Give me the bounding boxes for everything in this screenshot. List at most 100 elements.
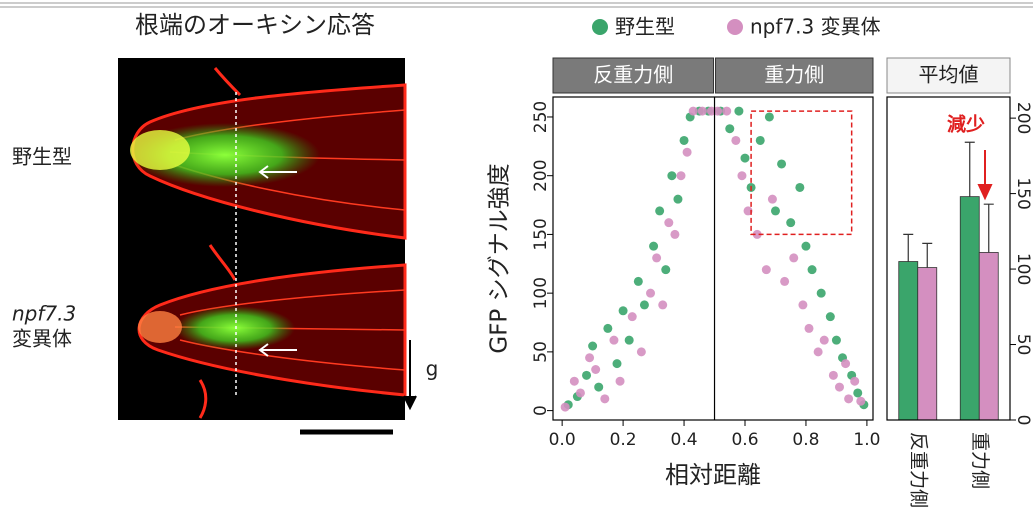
- row-label: 変異体: [12, 327, 72, 351]
- point: [594, 382, 604, 392]
- point: [734, 106, 744, 116]
- y-tick-label: 50: [531, 341, 551, 363]
- point: [609, 335, 619, 345]
- arrow: [258, 343, 297, 357]
- facet-strip: [552, 57, 715, 94]
- facet-label: 反重力側: [593, 63, 673, 87]
- point: [624, 335, 634, 345]
- row-label: 野生型: [12, 145, 72, 169]
- point: [600, 394, 610, 404]
- point: [585, 353, 595, 363]
- facet-label: 重力側: [764, 63, 824, 87]
- y-tick-label: 200: [531, 159, 551, 191]
- point: [819, 335, 829, 345]
- point: [752, 229, 762, 239]
- bar: [959, 196, 980, 421]
- root-tip: [130, 130, 190, 170]
- x-tick-label: 0.6: [731, 430, 758, 450]
- point: [569, 376, 579, 386]
- point: [725, 124, 735, 134]
- point: [825, 312, 835, 322]
- point: [615, 376, 625, 386]
- point: [844, 394, 854, 404]
- y-tick-label: 0: [1013, 415, 1033, 426]
- point: [761, 265, 771, 275]
- point: [777, 159, 787, 169]
- panel-title: 平均値: [919, 63, 979, 87]
- point: [731, 135, 741, 145]
- point: [636, 347, 646, 357]
- point: [676, 171, 686, 181]
- point: [856, 396, 866, 406]
- point: [767, 194, 777, 204]
- point: [780, 276, 790, 286]
- point: [801, 241, 811, 251]
- point: [789, 253, 799, 263]
- point: [713, 106, 723, 116]
- point: [764, 112, 774, 122]
- root-tip: [138, 311, 182, 343]
- x-tick-label: 0.0: [549, 430, 576, 450]
- y-tick-label: 100: [531, 277, 551, 309]
- point: [618, 306, 628, 316]
- root-cap-cells: [198, 67, 242, 419]
- point: [673, 194, 683, 204]
- x-axis-label: 相対距離: [665, 461, 761, 489]
- point: [737, 171, 747, 181]
- micrograph: [118, 58, 407, 420]
- x-tick-label: 重力側: [969, 432, 991, 489]
- x-tick-label: 1.0: [853, 430, 880, 450]
- point: [816, 288, 826, 298]
- y-tick-label: 150: [531, 218, 551, 250]
- error-bar: [964, 141, 975, 197]
- point: [575, 388, 585, 398]
- point: [670, 229, 680, 239]
- bar: [978, 252, 999, 421]
- error-bar: [983, 203, 994, 253]
- bar: [898, 261, 919, 421]
- legend-label: 野生型: [615, 15, 675, 39]
- point: [627, 312, 637, 322]
- annotation-arrow: [977, 150, 993, 201]
- point: [804, 323, 814, 333]
- y-tick-label: 200: [1013, 102, 1033, 134]
- point: [603, 323, 613, 333]
- point: [743, 206, 753, 216]
- point: [807, 265, 817, 275]
- point: [633, 276, 643, 286]
- point: [639, 300, 649, 310]
- point: [755, 135, 765, 145]
- x-tick-label: 反重力側: [907, 432, 929, 508]
- panel-strip: [886, 57, 1011, 94]
- point: [688, 106, 698, 116]
- x-tick-label: 0.4: [671, 430, 698, 450]
- point: [661, 265, 671, 275]
- x-tick-label: 0.8: [792, 430, 819, 450]
- plot-frame: [886, 96, 1011, 421]
- point: [697, 106, 707, 116]
- point: [828, 370, 838, 380]
- y-tick-label: 100: [1013, 253, 1033, 285]
- arrow: [258, 165, 297, 179]
- point: [679, 135, 689, 145]
- panel-title: 根端のオーキシン応答: [135, 11, 375, 39]
- legend-label: npf7.3 変異体: [750, 15, 881, 39]
- gfp-signal: [175, 306, 295, 350]
- gravity-arrow: [403, 340, 417, 411]
- point: [770, 206, 780, 216]
- point: [850, 376, 860, 386]
- point: [588, 341, 598, 351]
- bar: [917, 267, 938, 421]
- y-tick-label: 250: [531, 101, 551, 133]
- point: [841, 359, 851, 369]
- y-tick-label: 0: [531, 405, 551, 416]
- point: [652, 253, 662, 263]
- x-tick-label: 0.2: [610, 430, 637, 450]
- error-bar: [903, 233, 914, 262]
- row-label: npf7.3: [12, 302, 76, 326]
- point: [853, 388, 863, 398]
- point: [667, 171, 677, 181]
- point: [582, 370, 592, 380]
- point: [655, 206, 665, 216]
